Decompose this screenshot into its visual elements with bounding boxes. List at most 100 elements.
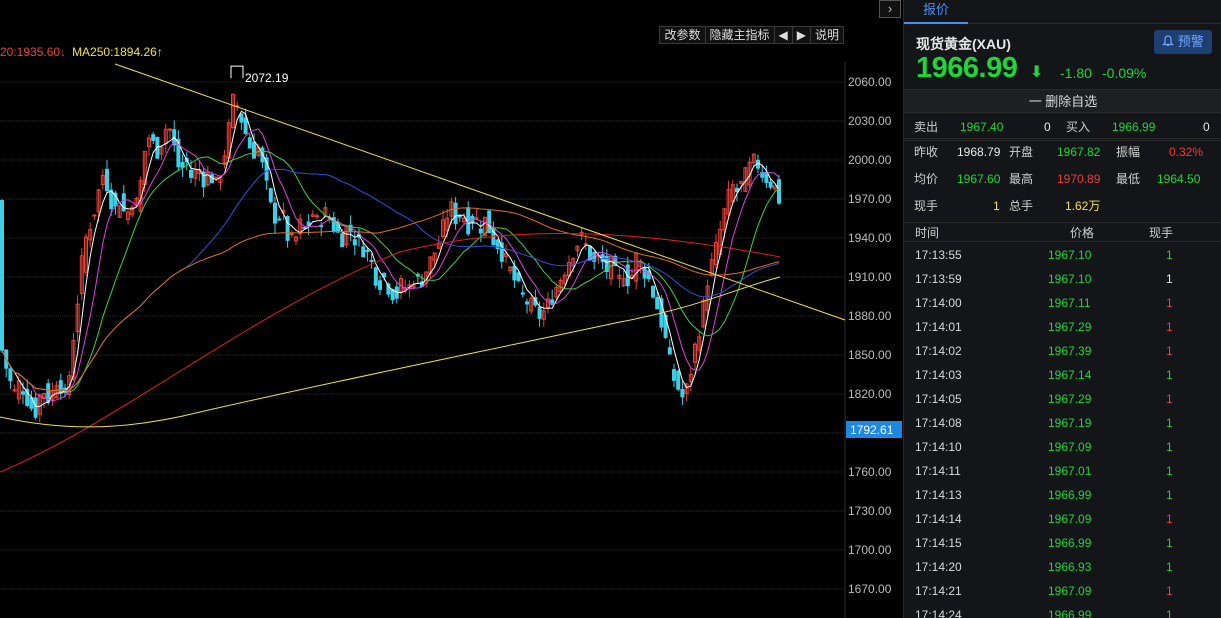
candle-body [663,314,668,338]
cur-vol-label: 现手 [914,199,939,213]
edit-params-button[interactable]: 改参数 [659,26,706,44]
stats-row-3: 现手 1 总手 1.62万 [904,194,1221,218]
tick-volume: 1 [1166,248,1173,262]
tick-price: 1967.10 [1048,248,1092,262]
candle-body [189,169,193,178]
candle-body [777,179,781,204]
quote-panel: 报价 现货黄金(XAU) 预警 1966.99 ⬇ -1.80 -0.09% 一… [903,0,1221,618]
candle-body [533,297,538,306]
candle-body [487,210,492,234]
candle-body [764,171,769,183]
tick-row: 17:14:02 1967.39 1 [904,340,1221,364]
kline-chart-pane[interactable]: › 改参数 隐藏主指标 ◀ ▶ 说明 20:1935.60↓ MA250:1894… [0,0,902,618]
candle-body [537,306,542,319]
candle-body [302,226,307,229]
tick-price: 1967.39 [1048,344,1092,358]
candle-body [247,137,252,149]
trendline [114,63,846,321]
candle-body [92,214,97,217]
tick-price: 1967.01 [1048,464,1092,478]
y-tick-label: 2000.00 [848,153,892,167]
candle-body [151,134,156,141]
tick-volume: 1 [1166,536,1173,550]
collapse-panel-button[interactable]: › [879,0,901,18]
tick-time: 17:14:02 [915,344,962,358]
ma20-line [1,150,780,393]
tick-time: 17:14:20 [915,560,962,574]
candle-body [134,197,139,207]
ticks-list[interactable]: 17:13:55 1967.10 1 17:13:59 1967.10 1 17:14:00… [904,244,1221,618]
avg-label: 均价 [914,172,939,186]
remove-watchlist-button[interactable]: 一 删除自选 [904,89,1221,113]
sell-price: 1967.40 [960,120,1004,134]
candle-body [33,397,38,418]
candle-body [130,206,135,216]
candle-body [289,233,294,236]
candle-body [772,185,777,190]
candle-body [58,380,63,394]
symbol-name: 现货黄金(XAU) [916,36,1011,52]
candle-body [701,299,706,328]
y-tick-label: 1700.00 [848,543,892,557]
candle-body [483,216,487,236]
arrow-left-icon[interactable]: ◀ [773,26,793,44]
tick-row: 17:14:21 1967.09 1 [904,580,1221,604]
tick-volume: 1 [1166,584,1173,598]
y-tick-label: 1670.00 [848,582,892,596]
tick-time: 17:14:11 [915,464,961,478]
tick-time: 17:14:08 [915,416,962,430]
ma10-line [1,128,780,402]
candle-body [147,137,151,148]
ma60-line [1,168,780,392]
y-tick-label: 1970.00 [848,192,892,206]
tick-price: 1967.29 [1048,392,1092,406]
sell-qty: 0 [1044,120,1051,134]
tick-time: 17:14:13 [915,488,962,502]
candle-body [655,296,660,310]
y-tick-label: 1910.00 [848,270,892,284]
tab-quote[interactable]: 报价 [904,0,968,24]
candle-body [693,343,697,363]
arrow-right-icon[interactable]: ▶ [791,26,811,44]
candle-body [126,211,130,221]
help-button[interactable]: 说明 [809,26,844,44]
tick-price: 1967.10 [1048,272,1092,286]
candle-body [315,215,319,218]
candle-body [445,217,450,231]
candle-body [651,285,655,298]
candle-body [105,168,109,192]
candle-body [684,383,689,395]
candle-body [100,175,105,186]
ma-legend: 20:1935.60↓ MA250:1894.26↑ [0,45,163,59]
kline-chart[interactable]: 2060.00 2030.00 2000.00 1970.00 1940.00 1910.… [0,62,902,618]
tick-price: 1967.14 [1048,368,1092,382]
candle-body [8,368,13,382]
alert-button[interactable]: 预警 [1154,30,1212,54]
tick-volume: 1 [1166,488,1173,502]
amplitude-label: 振幅 [1116,145,1141,159]
candle-body [88,229,93,241]
tick-time: 17:14:05 [915,392,962,406]
candle-body [243,117,248,134]
hide-main-indicator-button[interactable]: 隐藏主指标 [704,26,775,44]
tick-price: 1966.99 [1048,608,1092,618]
candle-body [399,278,403,293]
candle-body [0,199,4,351]
buy-price: 1966.99 [1112,120,1156,134]
candle-body [634,253,639,282]
total-vol-label: 总手 [1009,199,1034,213]
candle-body [159,146,164,155]
tick-price: 1967.19 [1048,416,1092,430]
tick-row: 17:14:13 1966.99 1 [904,484,1221,508]
candle-body [361,246,366,258]
candle-body [12,389,17,392]
candle-body [25,388,30,406]
candle-body [109,189,114,210]
candle-body [260,147,265,163]
ma20-label: 20:1935.60↓ [0,45,67,59]
candle-body [688,373,693,382]
candle-body [441,219,445,237]
candle-body [168,128,172,131]
ma250-line [0,276,781,428]
alert-label: 预警 [1177,34,1204,49]
